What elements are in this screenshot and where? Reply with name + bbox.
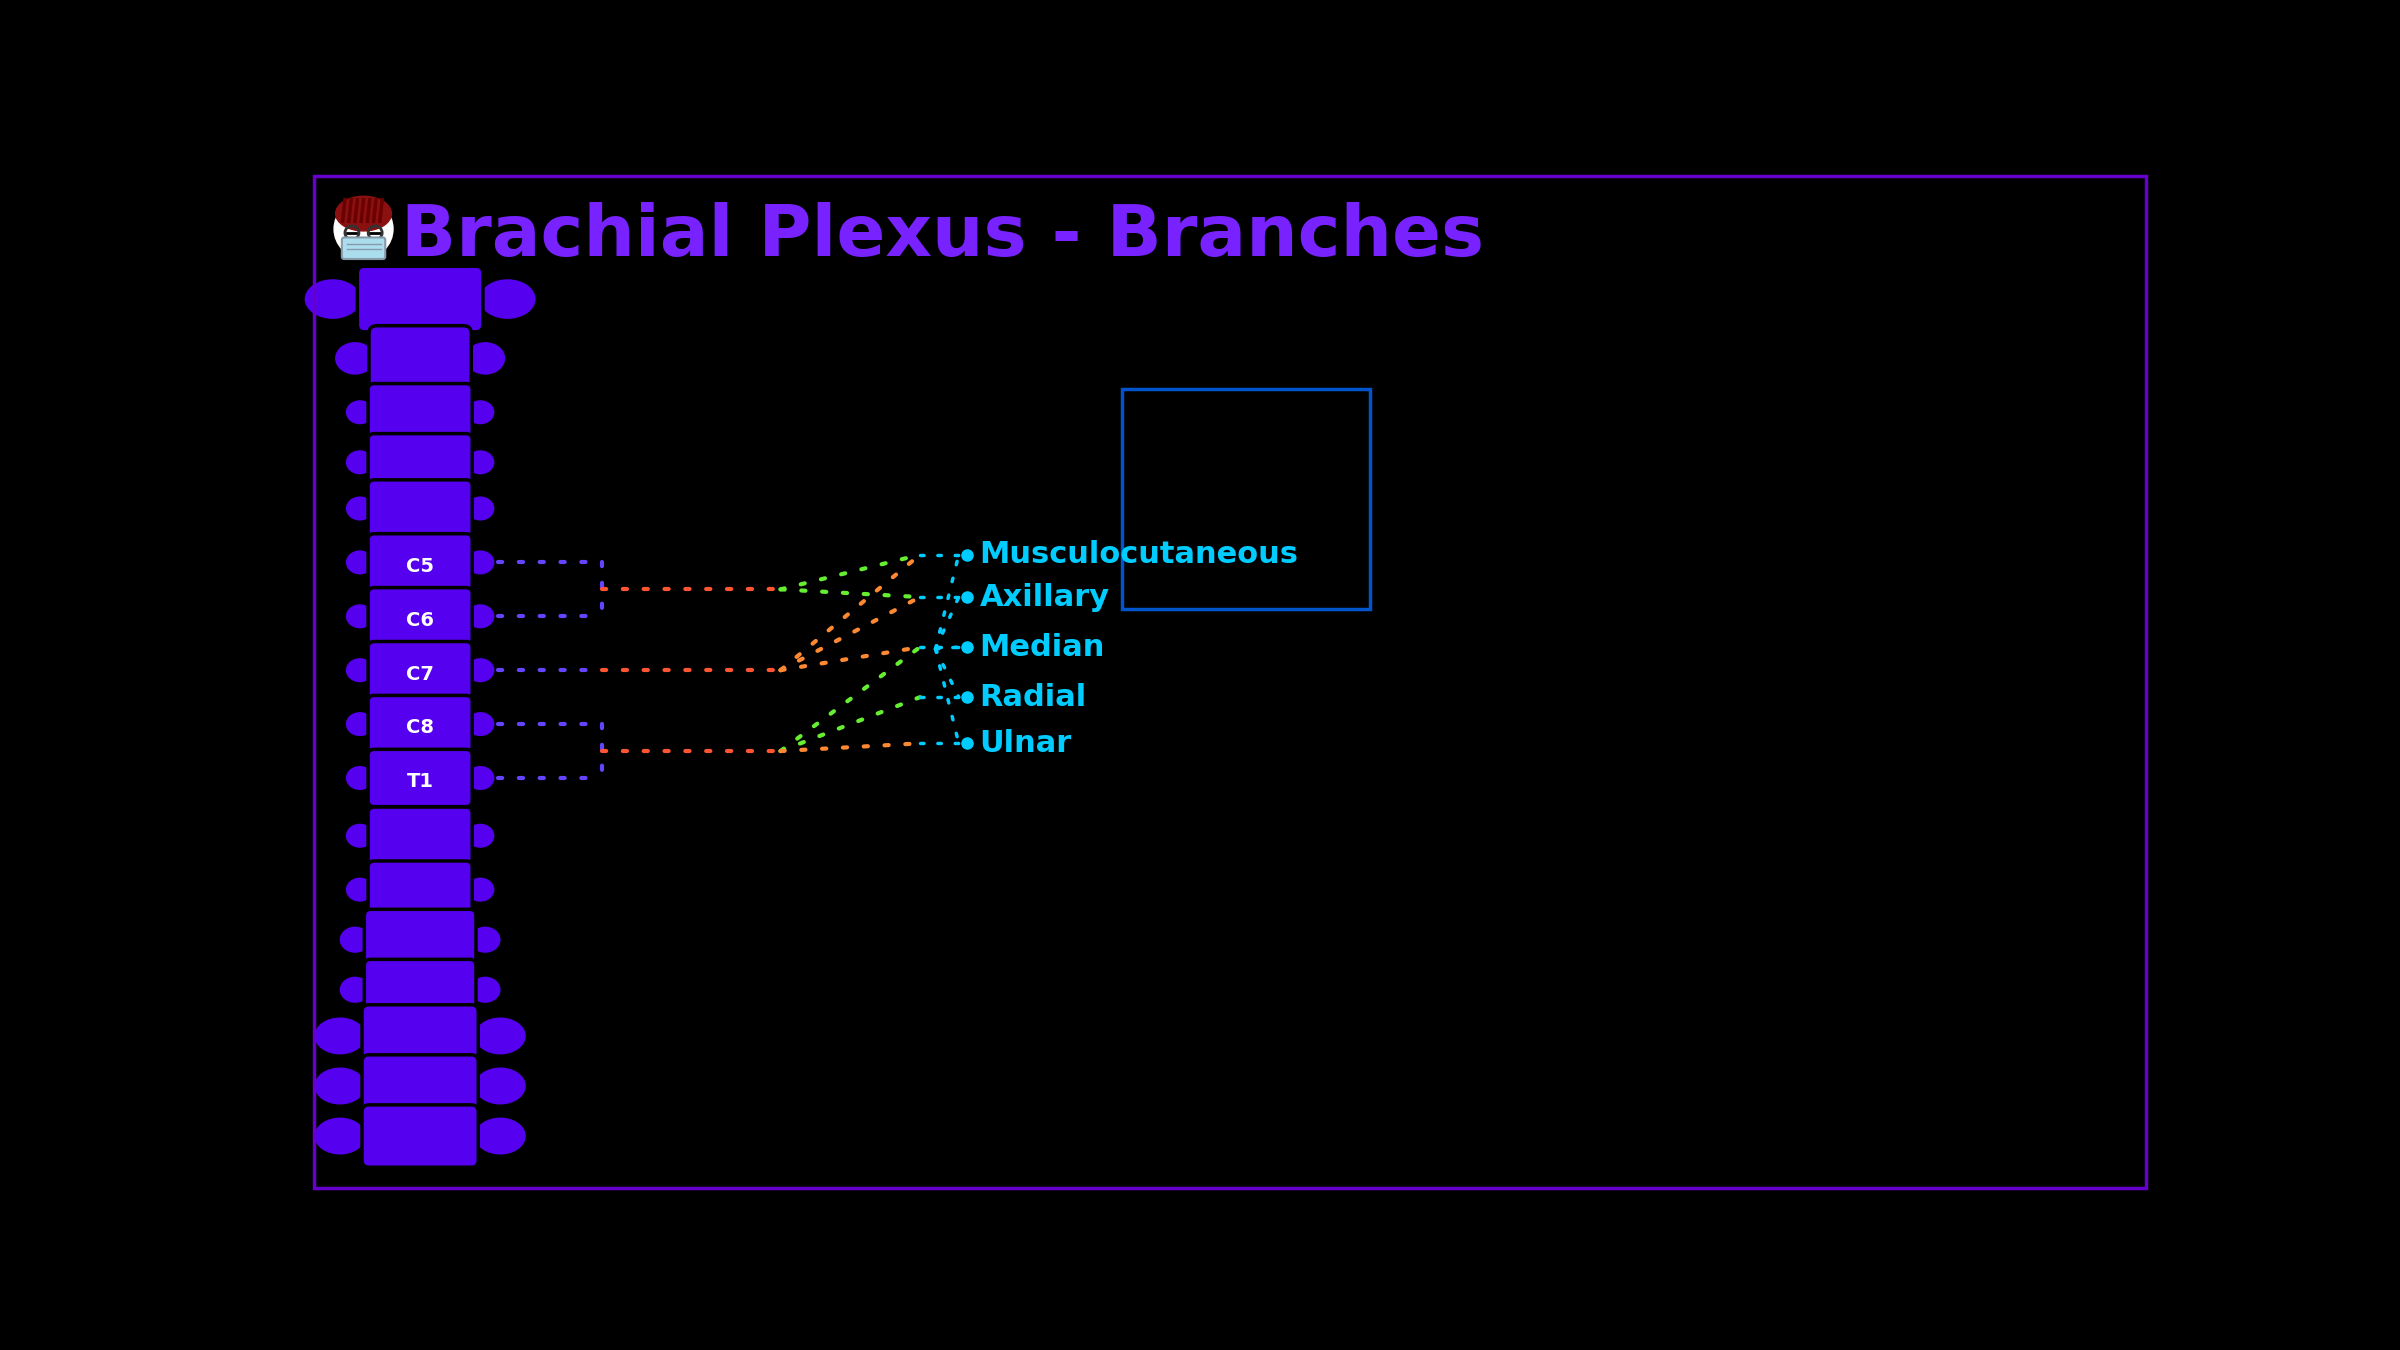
Ellipse shape bbox=[466, 656, 497, 684]
FancyBboxPatch shape bbox=[367, 479, 473, 537]
Ellipse shape bbox=[463, 340, 506, 377]
Circle shape bbox=[334, 200, 394, 258]
FancyBboxPatch shape bbox=[367, 749, 473, 807]
Ellipse shape bbox=[466, 398, 497, 427]
Ellipse shape bbox=[473, 1116, 528, 1156]
Ellipse shape bbox=[343, 494, 377, 522]
Ellipse shape bbox=[466, 876, 497, 903]
Ellipse shape bbox=[338, 975, 372, 1004]
Ellipse shape bbox=[343, 548, 377, 576]
Ellipse shape bbox=[466, 764, 497, 791]
Ellipse shape bbox=[312, 1116, 367, 1156]
Text: Axillary: Axillary bbox=[979, 583, 1109, 612]
Ellipse shape bbox=[473, 1065, 528, 1106]
Ellipse shape bbox=[473, 1015, 528, 1056]
Ellipse shape bbox=[466, 448, 497, 477]
Ellipse shape bbox=[478, 278, 538, 320]
FancyBboxPatch shape bbox=[367, 695, 473, 753]
Ellipse shape bbox=[343, 876, 377, 903]
FancyBboxPatch shape bbox=[362, 1104, 478, 1168]
FancyBboxPatch shape bbox=[367, 383, 473, 441]
FancyBboxPatch shape bbox=[367, 433, 473, 491]
FancyBboxPatch shape bbox=[365, 910, 475, 971]
Ellipse shape bbox=[468, 975, 502, 1004]
Text: C8: C8 bbox=[406, 718, 434, 737]
Ellipse shape bbox=[338, 925, 372, 954]
Bar bbox=[1121, 389, 1370, 609]
Text: Brachial Plexus - Branches: Brachial Plexus - Branches bbox=[401, 202, 1483, 271]
Ellipse shape bbox=[343, 656, 377, 684]
FancyBboxPatch shape bbox=[365, 960, 475, 1021]
Text: Musculocutaneous: Musculocutaneous bbox=[979, 540, 1298, 570]
Text: Median: Median bbox=[979, 633, 1104, 662]
Ellipse shape bbox=[343, 448, 377, 477]
Ellipse shape bbox=[466, 494, 497, 522]
Text: C7: C7 bbox=[406, 664, 434, 683]
Text: C5: C5 bbox=[406, 556, 434, 575]
FancyBboxPatch shape bbox=[370, 325, 470, 391]
FancyBboxPatch shape bbox=[367, 533, 473, 591]
Ellipse shape bbox=[343, 822, 377, 849]
Ellipse shape bbox=[343, 764, 377, 791]
Ellipse shape bbox=[312, 1015, 367, 1056]
Ellipse shape bbox=[466, 602, 497, 630]
Ellipse shape bbox=[343, 710, 377, 738]
Ellipse shape bbox=[312, 1065, 367, 1106]
FancyBboxPatch shape bbox=[362, 1004, 478, 1066]
Ellipse shape bbox=[468, 925, 502, 954]
Ellipse shape bbox=[343, 398, 377, 427]
Ellipse shape bbox=[334, 340, 377, 377]
FancyBboxPatch shape bbox=[367, 861, 473, 918]
Ellipse shape bbox=[336, 196, 391, 231]
FancyBboxPatch shape bbox=[358, 266, 482, 332]
Text: Ulnar: Ulnar bbox=[979, 729, 1073, 757]
Ellipse shape bbox=[466, 822, 497, 849]
FancyBboxPatch shape bbox=[341, 238, 386, 259]
Ellipse shape bbox=[466, 548, 497, 576]
Ellipse shape bbox=[343, 602, 377, 630]
FancyBboxPatch shape bbox=[367, 807, 473, 864]
FancyBboxPatch shape bbox=[367, 587, 473, 645]
Ellipse shape bbox=[466, 710, 497, 738]
FancyBboxPatch shape bbox=[362, 1054, 478, 1118]
Text: C6: C6 bbox=[406, 610, 434, 629]
Ellipse shape bbox=[302, 278, 362, 320]
FancyBboxPatch shape bbox=[367, 641, 473, 699]
Text: T1: T1 bbox=[406, 772, 434, 791]
Text: Radial: Radial bbox=[979, 683, 1087, 711]
